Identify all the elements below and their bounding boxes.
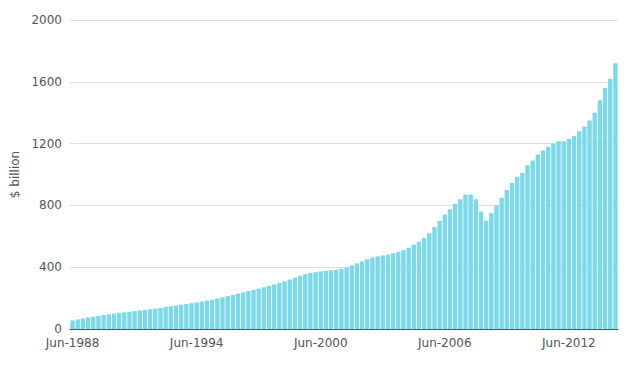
svg-text:$ billion: $ billion: [8, 151, 22, 198]
svg-text:Jun-1994: Jun-1994: [169, 336, 224, 350]
svg-text:0: 0: [54, 322, 62, 336]
svg-text:Jun-2012: Jun-2012: [541, 336, 596, 350]
svg-text:1200: 1200: [31, 137, 62, 151]
svg-text:Jun-2006: Jun-2006: [417, 336, 472, 350]
svg-text:Jun-2000: Jun-2000: [293, 336, 348, 350]
svg-text:2000: 2000: [31, 13, 62, 27]
svg-text:Jun-1988: Jun-1988: [45, 336, 100, 350]
svg-text:400: 400: [39, 260, 62, 274]
svg-text:1600: 1600: [31, 75, 62, 89]
svg-text:800: 800: [39, 198, 62, 212]
